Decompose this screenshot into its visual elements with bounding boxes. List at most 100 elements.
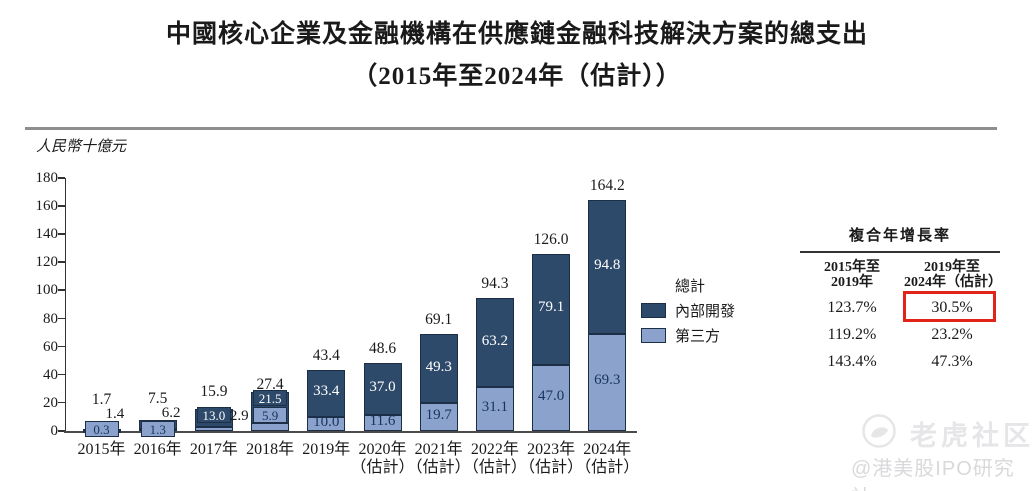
bar-segment-internal	[475, 298, 514, 388]
bar-total-label: 94.3	[481, 275, 509, 293]
y-axis-line	[64, 178, 66, 433]
bar-segment-thirdparty	[251, 422, 290, 431]
x-axis-sublabel: （估計）	[462, 459, 527, 476]
y-tick-label: 60	[43, 338, 58, 355]
chart-subtitle: （2015年至2024年（估計））	[352, 63, 682, 90]
bar-label-internal: 94.8	[594, 256, 621, 273]
bar-label-internal: 37.0	[369, 378, 396, 395]
watermark-handle: @港美股IPO研究社	[851, 458, 1015, 491]
bar-total-label: 15.9	[200, 383, 228, 400]
cagr-cell-highlighted: 30.5%	[931, 299, 973, 316]
bar-segment-thirdparty	[307, 416, 346, 431]
watermark-brand: 老虎社区	[910, 421, 1034, 451]
bar-label-thirdparty: 0.3	[84, 421, 119, 437]
legend-label-thirdparty: 第三方	[675, 328, 721, 345]
cagr-table-grid: 2015年至 2019年 2019年至 2024年（估計） 123.7% 30.…	[800, 260, 1002, 371]
bar-label-thirdparty: 2.9	[229, 408, 249, 424]
bar-total-label: 1.7	[91, 391, 112, 408]
y-tick-mark	[58, 233, 65, 235]
x-axis-label: 2017年	[189, 441, 238, 458]
cagr-table-rule	[800, 251, 1000, 253]
y-tick-label: 180	[35, 170, 59, 186]
bar-segment-internal	[532, 253, 571, 365]
bar-total-label: 48.6	[368, 339, 397, 357]
bar-segment-internal	[307, 369, 346, 417]
y-tick-label: 80	[43, 310, 58, 327]
y-tick-label: 0	[50, 423, 59, 439]
bar-total-label: 164.2	[589, 177, 625, 195]
bar-segment-thirdparty	[363, 414, 402, 431]
bar-segment-thirdparty	[194, 426, 233, 431]
x-axis-label: 2018年	[246, 441, 295, 458]
y-tick-mark	[58, 401, 65, 404]
y-tick-label: 160	[35, 198, 59, 215]
top-divider	[25, 127, 997, 130]
bar-label-thirdparty: 1.3	[140, 421, 175, 437]
cagr-col-header-2: 2019年至 2024年（估計）	[904, 260, 1002, 290]
x-axis-label: 2021年	[414, 441, 463, 458]
y-tick-mark	[58, 317, 65, 320]
bar-segment-internal	[588, 200, 627, 334]
cagr-table-title: 複合年增長率	[848, 228, 951, 244]
cagr-cell: 123.7%	[827, 299, 877, 316]
cagr-col-header-1: 2015年至 2019年	[824, 260, 880, 290]
legend-no-swatch	[641, 278, 666, 293]
bar-label-thirdparty: 19.7	[425, 407, 452, 424]
cagr-cell: 47.3%	[931, 353, 973, 370]
bar-label-internal: 1.4	[105, 406, 125, 422]
bar-total-label: 43.4	[312, 346, 340, 364]
cagr-cell: 119.2%	[827, 326, 877, 343]
legend-item-thirdparty: 第三方	[641, 327, 735, 345]
x-axis-label: 2016年	[133, 441, 182, 458]
y-tick-mark	[58, 177, 65, 179]
cagr-cell: 23.2%	[931, 326, 973, 343]
bar-label-thirdparty: 69.3	[594, 372, 621, 389]
bar-label-internal: 49.3	[425, 358, 452, 375]
y-tick-mark	[58, 261, 65, 263]
x-axis-label: 2015年	[77, 441, 126, 458]
y-tick-mark	[58, 430, 65, 432]
bar-segment-internal	[363, 362, 402, 415]
x-axis-sublabel: （估計）	[575, 459, 640, 476]
cagr-cell: 143.4%	[827, 353, 877, 370]
bar-total-label: 7.5	[148, 390, 168, 407]
y-tick-label: 120	[35, 254, 59, 271]
chart-legend: 總計 內部開發 第三方	[641, 277, 735, 352]
bar-label-internal: 13.0	[196, 407, 231, 423]
bar-label-thirdparty: 31.1	[481, 399, 509, 416]
chart-title: 中國核心企業及金融機構在供應鏈金融科技解決方案的總支出	[165, 21, 868, 48]
bar-total-label: 126.0	[533, 230, 569, 248]
bar-label-internal: 21.5	[253, 390, 288, 406]
highlight-box	[903, 291, 996, 322]
bar-segment-internal	[419, 334, 458, 404]
legend-item-total: 總計	[641, 277, 735, 295]
bar-segment-thirdparty	[588, 333, 627, 431]
bar-total-label: 27.4	[256, 376, 284, 393]
y-axis-unit-label: 人民幣十億元	[36, 139, 127, 155]
y-tick-label: 100	[35, 282, 59, 299]
x-axis-sublabel: （估計）	[406, 459, 471, 476]
bar-segment-thirdparty	[532, 364, 571, 431]
bar-label-internal: 63.2	[481, 332, 509, 349]
x-axis-sublabel: （估計）	[519, 459, 584, 476]
y-tick-mark	[58, 345, 65, 348]
x-axis-label: 2020年	[358, 441, 407, 458]
legend-swatch-thirdparty	[641, 327, 666, 343]
cagr-table: 複合年增長率 2015年至 2019年 2019年至 2024年（估計） 123…	[800, 224, 1002, 371]
legend-swatch-internal	[641, 302, 666, 318]
y-tick-mark	[58, 373, 65, 376]
bar-label-internal: 33.4	[313, 383, 340, 400]
x-axis-label: 2024年	[583, 441, 632, 458]
x-axis-label: 2023年	[527, 441, 576, 458]
x-axis-label: 2022年	[470, 441, 519, 458]
legend-label-internal: 內部開發	[675, 303, 736, 320]
x-axis-label: 2019年	[302, 441, 351, 458]
bar-label-thirdparty: 47.0	[537, 387, 565, 404]
bar-segment-thirdparty	[419, 403, 458, 431]
tiger-logo-icon	[860, 412, 898, 455]
bar-total-label: 69.1	[425, 311, 453, 329]
bar-label-thirdparty: 5.9	[253, 407, 288, 423]
bar-label-internal: 79.1	[537, 299, 565, 316]
x-axis-line	[64, 431, 637, 433]
